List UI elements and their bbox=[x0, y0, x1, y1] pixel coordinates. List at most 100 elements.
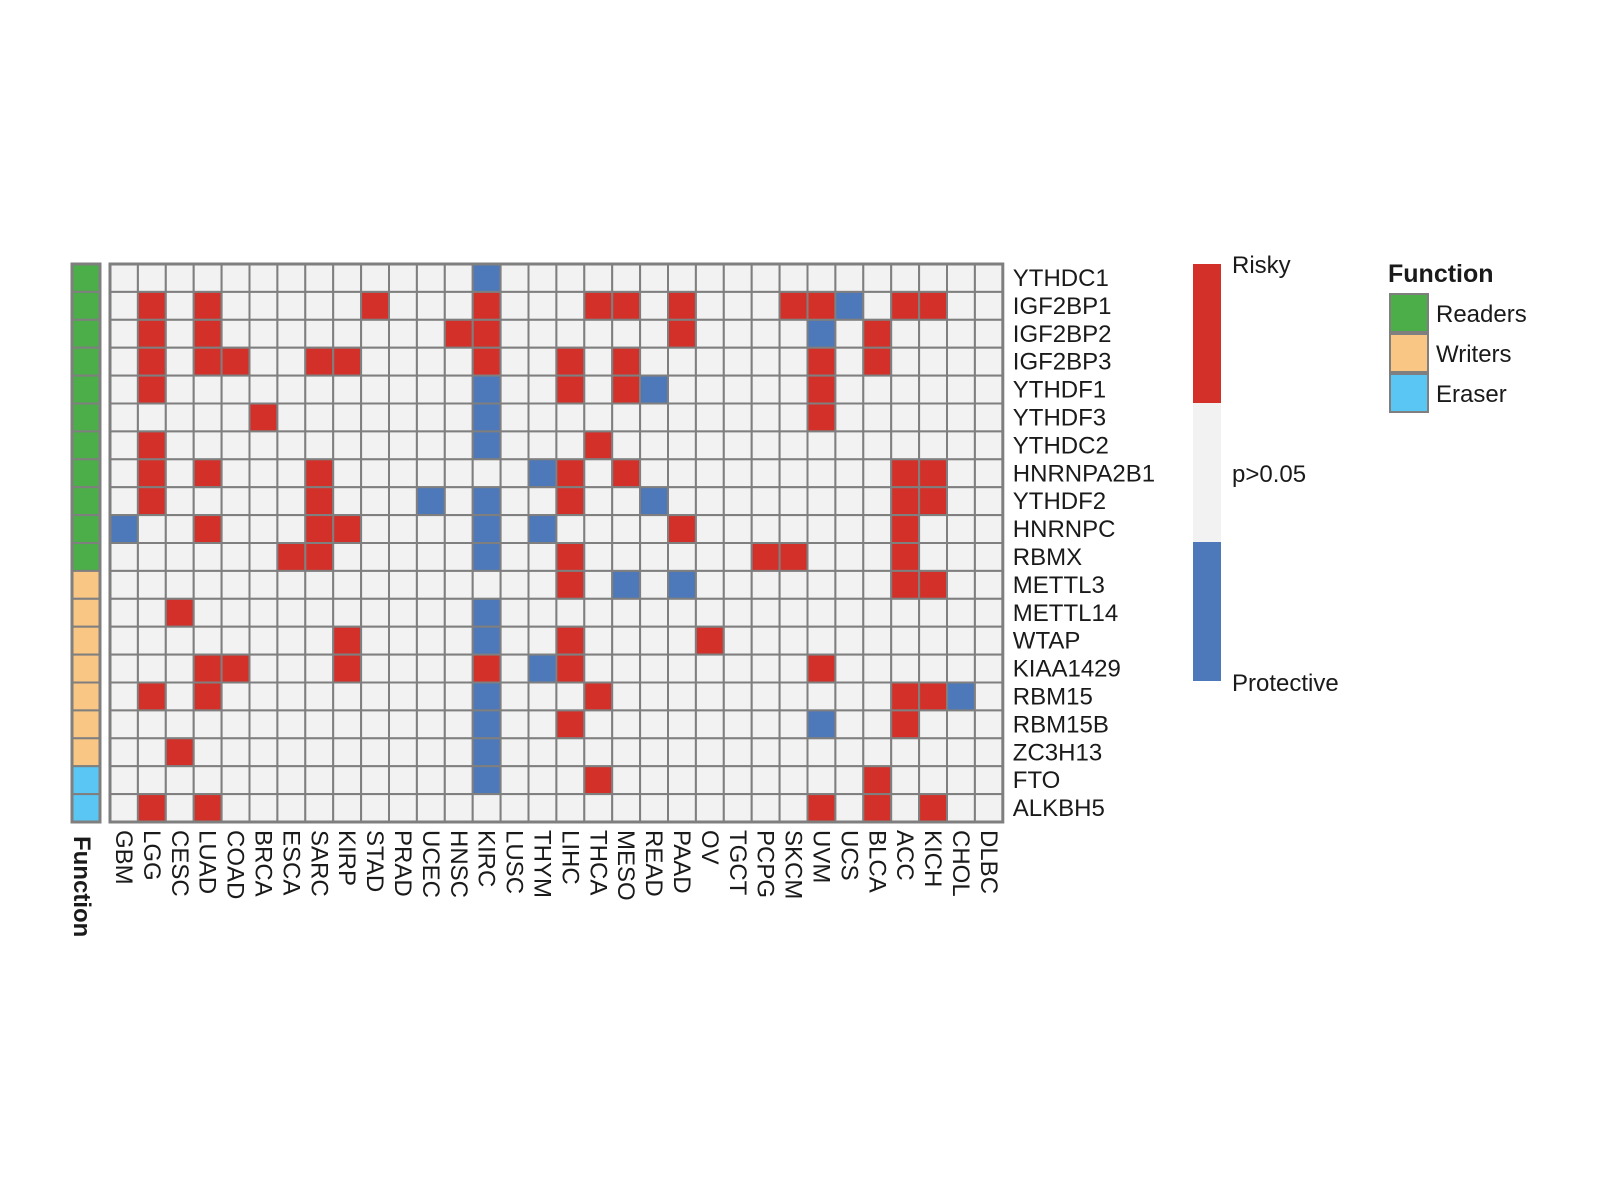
heatmap-cell bbox=[527, 737, 558, 768]
heatmap-cell bbox=[583, 597, 614, 628]
heatmap-cell bbox=[499, 486, 530, 517]
heatmap-cell bbox=[722, 569, 753, 600]
heatmap-cell bbox=[499, 681, 530, 712]
cancer-label: THCA bbox=[584, 830, 611, 895]
heatmap-cell bbox=[694, 263, 725, 293]
heatmap-cell bbox=[583, 458, 614, 489]
heatmap-cell bbox=[611, 625, 642, 656]
heatmap-cell bbox=[471, 569, 502, 600]
function-annotation-cell bbox=[71, 542, 101, 572]
heatmap-cell bbox=[639, 653, 669, 684]
heatmap-cell bbox=[694, 374, 725, 405]
heatmap-cell bbox=[527, 486, 558, 517]
heatmap-cell bbox=[722, 486, 753, 517]
heatmap-cell bbox=[750, 318, 781, 349]
gene-label: HNRNPC bbox=[1013, 516, 1116, 543]
heatmap-cell bbox=[360, 458, 391, 489]
heatmap-cell bbox=[555, 458, 586, 489]
heatmap-cell bbox=[164, 709, 195, 740]
heatmap-cell bbox=[611, 346, 642, 377]
heatmap-cell bbox=[946, 374, 976, 405]
heatmap-cell bbox=[555, 402, 586, 433]
cancer-label: HNSC bbox=[445, 830, 472, 898]
heatmap-cell bbox=[639, 542, 669, 572]
heatmap-cell bbox=[555, 486, 586, 517]
heatmap-cell bbox=[248, 514, 279, 544]
heatmap-cell bbox=[555, 263, 586, 293]
heatmap-cell bbox=[471, 542, 502, 572]
heatmap-cell bbox=[136, 709, 167, 740]
heatmap-cell bbox=[192, 542, 223, 572]
heatmap-cell bbox=[471, 793, 502, 823]
heatmap-cell bbox=[806, 514, 837, 544]
heatmap-cell bbox=[164, 653, 195, 684]
gene-label: RBM15B bbox=[1013, 711, 1109, 738]
heatmap-cell bbox=[973, 402, 1004, 433]
heatmap-cell bbox=[164, 430, 195, 461]
heatmap-cell bbox=[109, 290, 139, 321]
heatmap-cell bbox=[722, 793, 753, 823]
heatmap-cell bbox=[639, 709, 669, 740]
cancer-label: SARC bbox=[305, 830, 332, 897]
heatmap-cell bbox=[918, 346, 948, 377]
heatmap-cell bbox=[276, 542, 307, 572]
heatmap-cell bbox=[164, 346, 195, 377]
heatmap-cell bbox=[918, 765, 948, 796]
heatmap-cell bbox=[555, 793, 586, 823]
heatmap-cell bbox=[722, 709, 753, 740]
heatmap-cell bbox=[946, 542, 976, 572]
cancer-label: BRCA bbox=[249, 830, 276, 897]
heatmap-cell bbox=[109, 681, 139, 712]
heatmap-cell bbox=[388, 374, 418, 405]
heatmap-cell bbox=[192, 346, 223, 377]
heatmap-cell bbox=[778, 290, 809, 321]
gene-label: HNRNPA2B1 bbox=[1013, 460, 1155, 487]
heatmap-cell bbox=[834, 458, 865, 489]
heatmap-cell bbox=[109, 486, 139, 517]
heatmap-cell bbox=[220, 737, 251, 768]
heatmap-cell bbox=[164, 569, 195, 600]
heatmap-cell bbox=[722, 765, 753, 796]
heatmap-cell bbox=[248, 374, 279, 405]
heatmap-cell bbox=[750, 374, 781, 405]
heatmap-cell bbox=[164, 486, 195, 517]
cancer-label: PCPG bbox=[752, 830, 779, 898]
heatmap-cell bbox=[639, 625, 669, 656]
heatmap-cell bbox=[304, 514, 335, 544]
heatmap-cell bbox=[834, 653, 865, 684]
heatmap-cell bbox=[499, 737, 530, 768]
cancer-label: GBM bbox=[110, 830, 137, 885]
heatmap-cell bbox=[750, 290, 781, 321]
heatmap-cell bbox=[555, 569, 586, 600]
heatmap-cell bbox=[555, 346, 586, 377]
heatmap-cell bbox=[527, 290, 558, 321]
heatmap-cell bbox=[583, 402, 614, 433]
heatmap-cell bbox=[778, 346, 809, 377]
heatmap-cell bbox=[360, 430, 391, 461]
cancer-label: UCEC bbox=[417, 830, 444, 898]
heatmap-cell bbox=[973, 681, 1004, 712]
heatmap-cell bbox=[388, 402, 418, 433]
heatmap-cell bbox=[192, 514, 223, 544]
heatmap-cell bbox=[499, 290, 530, 321]
heatmap-cell bbox=[388, 486, 418, 517]
heatmap-cell bbox=[973, 709, 1004, 740]
heatmap-cell bbox=[415, 653, 446, 684]
heatmap-cell bbox=[862, 569, 893, 600]
heatmap-cell bbox=[276, 793, 307, 823]
heatmap-cell bbox=[946, 402, 976, 433]
heatmap-cell bbox=[499, 765, 530, 796]
heatmap-cell bbox=[220, 793, 251, 823]
heatmap-cell bbox=[639, 737, 669, 768]
heatmap-cell bbox=[360, 346, 391, 377]
heatmap-cell bbox=[890, 374, 921, 405]
heatmap-cell bbox=[527, 514, 558, 544]
heatmap-cell bbox=[527, 653, 558, 684]
heatmap-cell bbox=[276, 709, 307, 740]
heatmap-cell bbox=[918, 374, 948, 405]
heatmap-cell bbox=[694, 290, 725, 321]
heatmap-cell bbox=[499, 430, 530, 461]
heatmap-cell bbox=[443, 346, 474, 377]
heatmap-cell bbox=[918, 318, 948, 349]
heatmap-cell bbox=[192, 737, 223, 768]
